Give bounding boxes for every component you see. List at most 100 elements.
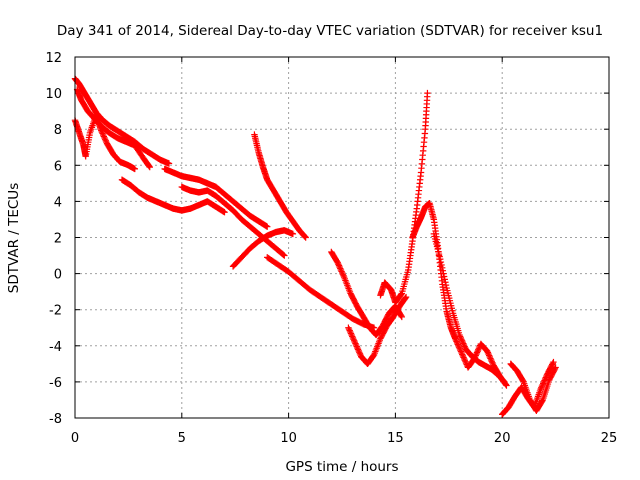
- data-point: [351, 338, 359, 346]
- data-point: [475, 345, 483, 352]
- series-arc-5: [161, 165, 271, 230]
- data-point: [438, 261, 445, 269]
- data-point: [538, 397, 546, 405]
- data-point: [454, 341, 461, 348]
- series-arc-4: [118, 176, 228, 216]
- data-point: [442, 279, 449, 286]
- data-point: [345, 324, 352, 331]
- x-tick-label: 5: [178, 431, 186, 446]
- data-point: [281, 252, 288, 259]
- data-point: [537, 385, 544, 393]
- data-point: [485, 350, 492, 358]
- data-point: [460, 355, 468, 362]
- data-point: [337, 265, 344, 272]
- y-tick-label: -2: [49, 304, 62, 319]
- data-point: [461, 343, 468, 350]
- y-tick-label: 2: [54, 232, 62, 247]
- data-point: [461, 357, 469, 364]
- data-point: [484, 348, 491, 355]
- data-point: [347, 328, 354, 336]
- series-arc-17: [507, 360, 559, 414]
- data-point: [101, 134, 108, 142]
- data-point: [264, 223, 271, 230]
- x-tick-label: 20: [494, 431, 511, 446]
- data-point: [457, 348, 465, 355]
- data-point: [349, 334, 357, 342]
- series-arc-6: [178, 183, 288, 259]
- data-point: [503, 382, 510, 389]
- data-point: [471, 353, 479, 361]
- y-tick-label: 10: [45, 87, 62, 102]
- data-point: [302, 234, 309, 241]
- data-point: [101, 136, 109, 143]
- data-point: [487, 355, 494, 362]
- data-point: [339, 269, 346, 277]
- data-point: [340, 272, 347, 279]
- data-point: [460, 340, 467, 347]
- data-point: [473, 350, 480, 358]
- data-point: [519, 377, 527, 385]
- data-point: [397, 291, 405, 298]
- data-point: [471, 355, 478, 362]
- data-point: [459, 351, 466, 358]
- data-point: [455, 342, 462, 349]
- data-point: [354, 344, 361, 352]
- data-point: [334, 259, 341, 266]
- data-point: [348, 331, 355, 339]
- data-point: [437, 255, 444, 263]
- data-point: [301, 232, 308, 240]
- data-point: [352, 341, 360, 349]
- data-point: [539, 381, 546, 388]
- data-point: [280, 251, 287, 259]
- y-axis-ticks: -8 -6 -4 -2 0 2 4 6 8 10 12: [45, 51, 609, 427]
- data-point: [356, 349, 363, 356]
- x-tick-label: 0: [71, 431, 79, 446]
- data-point: [455, 344, 463, 351]
- data-point: [352, 340, 359, 347]
- data-point: [487, 356, 495, 364]
- data-point: [552, 364, 559, 371]
- data-point: [452, 335, 459, 342]
- data-point: [460, 341, 468, 349]
- series-arc-15: [452, 335, 510, 389]
- data-point: [453, 339, 461, 347]
- data-point: [131, 165, 139, 173]
- data-point: [441, 276, 448, 283]
- data-point: [502, 381, 510, 388]
- data-point: [100, 133, 108, 140]
- data-point: [462, 358, 469, 365]
- y-tick-label: 4: [54, 195, 62, 210]
- x-axis-label: GPS time / hours: [285, 459, 398, 475]
- data-point: [402, 294, 409, 302]
- x-tick-label: 15: [387, 431, 404, 446]
- data-point: [398, 313, 406, 321]
- grid: [75, 57, 609, 418]
- series-arc-3: [73, 86, 153, 171]
- data-point: [356, 350, 364, 357]
- x-axis-ticks: 0 5 10 15 20 25: [71, 57, 617, 446]
- data-point: [350, 337, 358, 344]
- data-point: [474, 348, 481, 355]
- series-arc-8: [251, 131, 309, 241]
- data-point: [146, 163, 153, 171]
- data-point: [437, 258, 445, 266]
- data-point: [457, 346, 464, 354]
- data-point: [456, 333, 464, 340]
- data-points: [71, 75, 559, 418]
- data-point: [459, 352, 467, 360]
- series-arc-2: [71, 111, 139, 173]
- data-point: [484, 349, 492, 356]
- data-point: [338, 268, 345, 275]
- data-point: [353, 343, 360, 350]
- data-point: [439, 267, 447, 274]
- y-tick-label: -6: [49, 376, 62, 391]
- data-point: [458, 336, 465, 343]
- data-point: [335, 262, 343, 269]
- data-point: [335, 261, 342, 268]
- data-point: [485, 352, 493, 359]
- data-point: [301, 233, 309, 240]
- y-tick-label: 12: [45, 51, 62, 66]
- data-point: [165, 160, 173, 167]
- data-point: [336, 263, 343, 271]
